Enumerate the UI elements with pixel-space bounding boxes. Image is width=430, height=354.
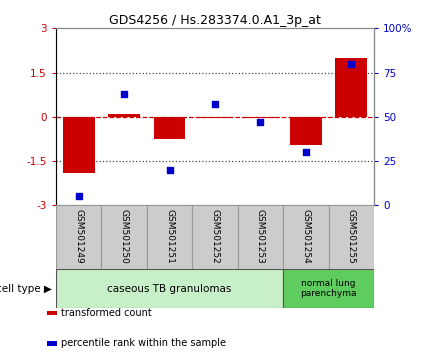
Text: GSM501251: GSM501251 <box>165 209 174 263</box>
Text: GDS4256 / Hs.283374.0.A1_3p_at: GDS4256 / Hs.283374.0.A1_3p_at <box>109 14 321 27</box>
Text: normal lung
parenchyma: normal lung parenchyma <box>301 279 357 298</box>
Bar <box>283 205 329 269</box>
Text: GSM501252: GSM501252 <box>211 209 219 263</box>
Point <box>121 91 128 97</box>
Point <box>75 194 82 199</box>
Text: GSM501255: GSM501255 <box>347 209 356 263</box>
Text: GSM501254: GSM501254 <box>301 209 310 263</box>
Text: transformed count: transformed count <box>61 308 152 318</box>
Bar <box>283 269 374 308</box>
Bar <box>154 117 185 139</box>
Bar <box>329 205 374 269</box>
Bar <box>238 205 283 269</box>
Point <box>257 119 264 125</box>
Bar <box>199 117 231 118</box>
Text: GSM501253: GSM501253 <box>256 209 265 263</box>
Bar <box>101 205 147 269</box>
Bar <box>335 58 367 117</box>
Point <box>166 167 173 173</box>
Bar <box>108 114 140 117</box>
Bar <box>245 117 276 118</box>
Text: GSM501249: GSM501249 <box>74 209 83 263</box>
Text: GSM501250: GSM501250 <box>120 209 129 263</box>
Bar <box>56 205 101 269</box>
Bar <box>63 117 95 173</box>
Bar <box>290 117 322 145</box>
Point <box>212 102 218 107</box>
Text: caseous TB granulomas: caseous TB granulomas <box>108 284 232 293</box>
Bar <box>147 205 192 269</box>
Bar <box>192 205 238 269</box>
Point <box>348 61 355 67</box>
Text: percentile rank within the sample: percentile rank within the sample <box>61 338 226 348</box>
Bar <box>56 269 283 308</box>
Point <box>302 149 309 155</box>
Text: cell type ▶: cell type ▶ <box>0 284 52 293</box>
